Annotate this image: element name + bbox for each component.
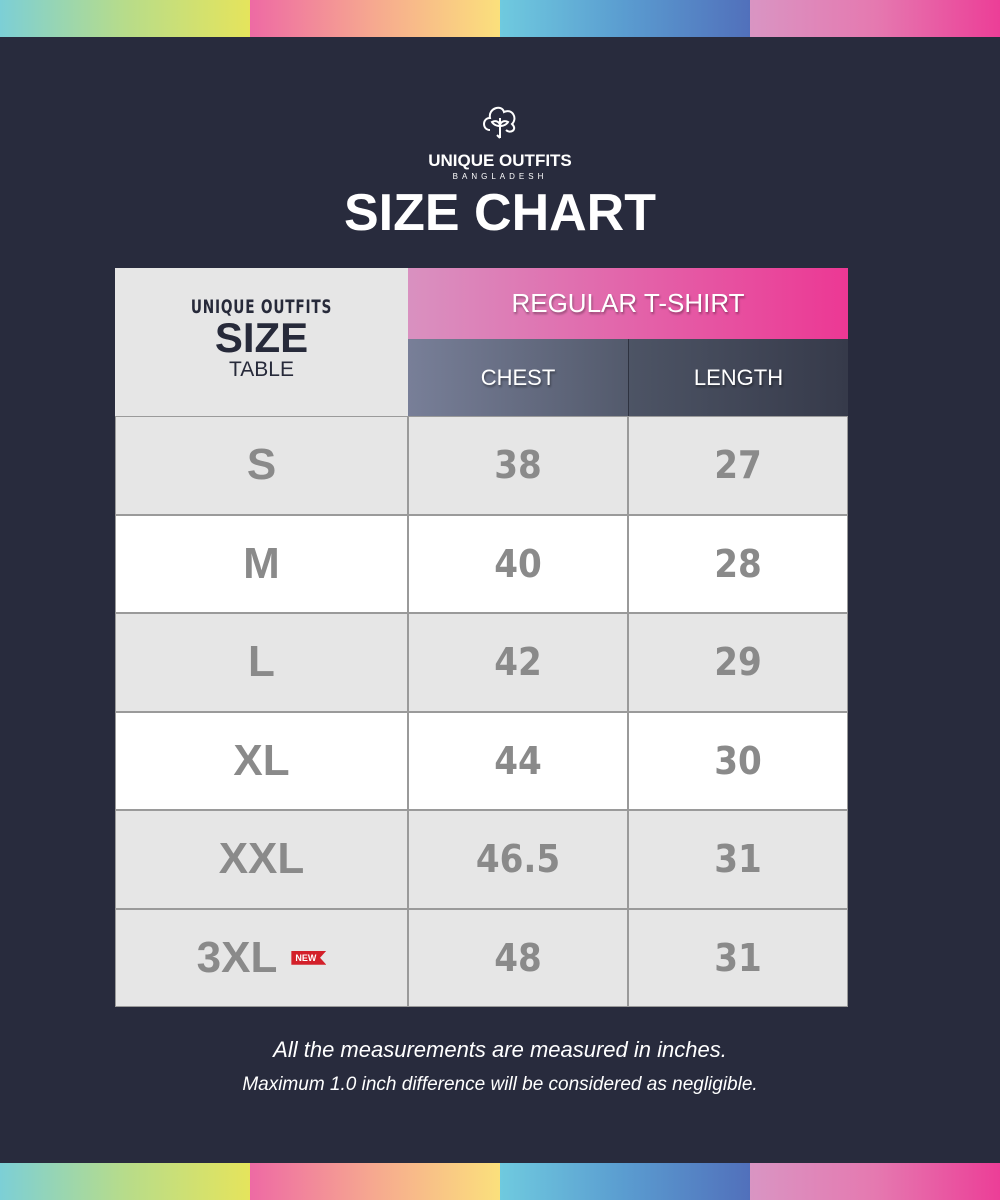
corner-line3: TABLE	[229, 358, 294, 381]
brand-logo: UNIQUE OUTFITS BANGLADESH	[0, 100, 1000, 181]
corner-header: UNIQUE OUTFITS SIZE TABLE	[115, 268, 408, 416]
table-row: XXL 46.5 31	[115, 810, 848, 909]
length-cell: 29	[628, 613, 848, 712]
table-row: XL 44 30	[115, 711, 848, 810]
size-cell: XXL	[115, 810, 408, 909]
table-row: L 42 29	[115, 613, 848, 712]
corner-line1: UNIQUE OUTFITS	[190, 296, 333, 318]
size-cell: XL	[115, 711, 408, 810]
table-row: S 38 27	[115, 416, 848, 515]
page-title: SIZE CHART	[344, 184, 656, 242]
chest-cell: 38	[408, 416, 628, 515]
size-table-body: S 38 27 M 40 28 L 42 29 XL 44 30 XXL 46.5 31 3XL NE…	[115, 416, 848, 1007]
chest-cell: 42	[408, 613, 628, 712]
note-units: All the measurements are measured in inc…	[273, 1037, 727, 1062]
size-cell: S	[115, 416, 408, 515]
size-cell: 3XL NEW	[115, 908, 408, 1007]
length-cell: 30	[628, 711, 848, 810]
cotton-flower-icon	[483, 106, 516, 139]
length-cell: 28	[628, 514, 848, 613]
length-cell: 31	[628, 908, 848, 1007]
chest-cell: 40	[408, 514, 628, 613]
chest-cell: 44	[408, 711, 628, 810]
corner-line2: SIZE	[214, 314, 309, 361]
chest-cell: 46.5	[408, 810, 628, 909]
size-label: 3XL	[196, 932, 278, 982]
table-row: 3XL NEW 48 31	[115, 908, 848, 1007]
new-badge: NEW	[291, 950, 327, 965]
table-row: M 40 28	[115, 514, 848, 613]
size-cell: L	[115, 613, 408, 712]
note-tolerance: Maximum 1.0 inch difference will be cons…	[242, 1074, 758, 1095]
column-header-chest: CHEST	[408, 339, 628, 416]
column-header-length: LENGTH	[628, 339, 848, 416]
brand-name: UNIQUE OUTFITS	[428, 151, 572, 170]
brand-subtitle: BANGLADESH	[452, 172, 548, 181]
length-cell: 27	[628, 416, 848, 515]
bottom-color-bar	[0, 1163, 1000, 1200]
group-header: REGULAR T-SHIRT	[408, 268, 848, 339]
chest-cell: 48	[408, 908, 628, 1007]
top-color-bar	[0, 0, 1000, 37]
length-cell: 31	[628, 810, 848, 909]
size-cell: M	[115, 514, 408, 613]
